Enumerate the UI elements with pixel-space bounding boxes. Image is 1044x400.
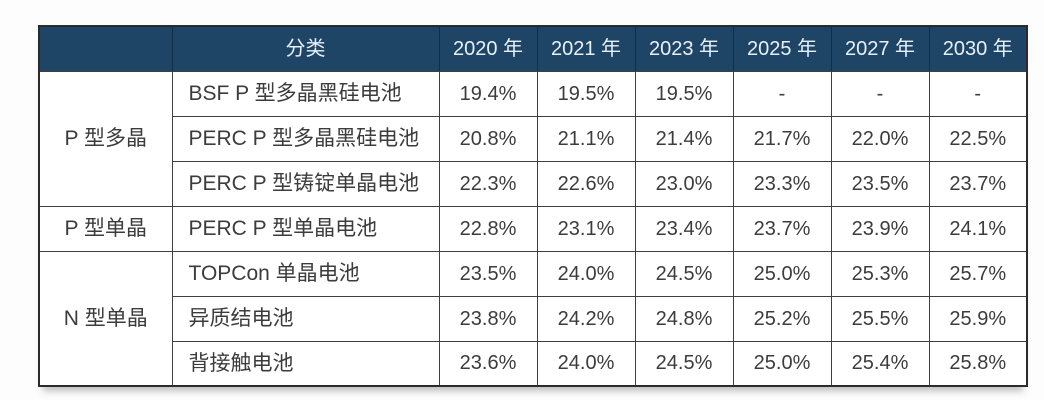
value-cell: 25.2% — [732, 295, 832, 342]
header-cell-year: 2027 年 — [830, 25, 930, 72]
table-row: 背接触电池 23.6% 24.0% 24.5% 25.0% 25.4% 25.8% — [39, 340, 1028, 387]
value-cell: 24.8% — [634, 295, 734, 342]
header-cell-year: 2020 年 — [438, 25, 538, 72]
table-row: PERC P 型铸锭单晶电池 22.3% 22.6% 23.0% 23.3% 23.5% 2… — [39, 160, 1028, 207]
value-cell: 23.6% — [438, 340, 538, 387]
value-cell: 25.0% — [732, 340, 832, 387]
header-row: 分类 2020 年 2021 年 2023 年 2025 年 2027 年 2030 年 — [38, 25, 1028, 72]
header-cell-year: 2025 年 — [732, 25, 832, 72]
value-cell: 23.0% — [634, 160, 734, 207]
cell-efficiency-table: 分类 2020 年 2021 年 2023 年 2025 年 2027 年 2030 年 P… — [38, 25, 1028, 387]
value-cell: 23.9% — [830, 205, 930, 252]
value-cell: 19.4% — [438, 70, 538, 117]
value-cell: 25.8% — [928, 340, 1028, 387]
value-cell: 21.4% — [634, 115, 734, 162]
table-header: 分类 2020 年 2021 年 2023 年 2025 年 2027 年 2030 年 — [38, 25, 1028, 72]
value-cell: 23.5% — [830, 160, 930, 207]
value-cell: 25.7% — [928, 250, 1028, 297]
category-cell: PERC P 型单晶电池 — [171, 205, 440, 252]
table-body: P 型多晶 BSF P 型多晶黑硅电池 19.4% 19.5% 19.5% - - - PERC… — [38, 70, 1028, 387]
value-cell: 21.7% — [732, 115, 832, 162]
table-row: PERC P 型多晶黑硅电池 20.8% 21.1% 21.4% 21.7% 22.0% 2… — [39, 115, 1028, 162]
efficiency-table-figure: 分类 2020 年 2021 年 2023 年 2025 年 2027 年 2030 年 P… — [38, 25, 1028, 387]
group-label-cell: N 型单晶 — [38, 250, 173, 387]
category-cell: PERC P 型铸锭单晶电池 — [171, 160, 440, 207]
value-cell: 19.5% — [634, 70, 734, 117]
group-label-cell: P 型单晶 — [38, 205, 173, 252]
header-cell-year: 2023 年 — [634, 25, 734, 72]
value-cell: 25.4% — [830, 340, 930, 387]
table-row: N 型单晶 TOPCon 单晶电池 23.5% 24.0% 24.5% 25.0% 25.3… — [38, 250, 1028, 387]
header-cell-year: 2030 年 — [928, 25, 1028, 72]
value-cell: 24.0% — [536, 250, 636, 297]
value-cell: 25.0% — [732, 250, 832, 297]
value-cell: 23.1% — [536, 205, 636, 252]
category-cell: BSF P 型多晶黑硅电池 — [171, 70, 440, 117]
header-cell-blank — [38, 25, 173, 72]
value-cell: 24.5% — [634, 340, 734, 387]
value-cell: 23.7% — [732, 205, 832, 252]
value-cell: 22.5% — [928, 115, 1028, 162]
value-cell: 22.8% — [438, 205, 538, 252]
value-cell: 24.2% — [536, 295, 636, 342]
value-cell: 22.6% — [536, 160, 636, 207]
table-row: P 型单晶 PERC P 型单晶电池 22.8% 23.1% 23.4% 23.7% 23.… — [38, 205, 1028, 252]
value-cell: - — [928, 70, 1028, 117]
value-cell: - — [732, 70, 832, 117]
value-cell: 23.7% — [928, 160, 1028, 207]
value-cell: - — [830, 70, 930, 117]
header-cell-year: 2021 年 — [536, 25, 636, 72]
value-cell: 24.0% — [536, 340, 636, 387]
value-cell: 24.1% — [928, 205, 1028, 252]
value-cell: 21.1% — [536, 115, 636, 162]
category-cell: PERC P 型多晶黑硅电池 — [171, 115, 440, 162]
value-cell: 23.5% — [438, 250, 538, 297]
table-row: 异质结电池 23.8% 24.2% 24.8% 25.2% 25.5% 25.9% — [39, 295, 1028, 342]
value-cell: 23.8% — [438, 295, 538, 342]
category-cell: 背接触电池 — [171, 340, 440, 387]
value-cell: 23.3% — [732, 160, 832, 207]
group-label-cell: P 型多晶 — [38, 70, 173, 207]
value-cell: 25.9% — [928, 295, 1028, 342]
category-cell: TOPCon 单晶电池 — [171, 250, 440, 297]
category-cell: 异质结电池 — [171, 295, 440, 342]
value-cell: 23.4% — [634, 205, 734, 252]
value-cell: 22.0% — [830, 115, 930, 162]
value-cell: 20.8% — [438, 115, 538, 162]
value-cell: 25.5% — [830, 295, 930, 342]
value-cell: 19.5% — [536, 70, 636, 117]
header-cell-category: 分类 — [171, 25, 440, 72]
value-cell: 22.3% — [438, 160, 538, 207]
value-cell: 24.5% — [634, 250, 734, 297]
value-cell: 25.3% — [830, 250, 930, 297]
table-row: P 型多晶 BSF P 型多晶黑硅电池 19.4% 19.5% 19.5% - - - — [38, 70, 1028, 207]
